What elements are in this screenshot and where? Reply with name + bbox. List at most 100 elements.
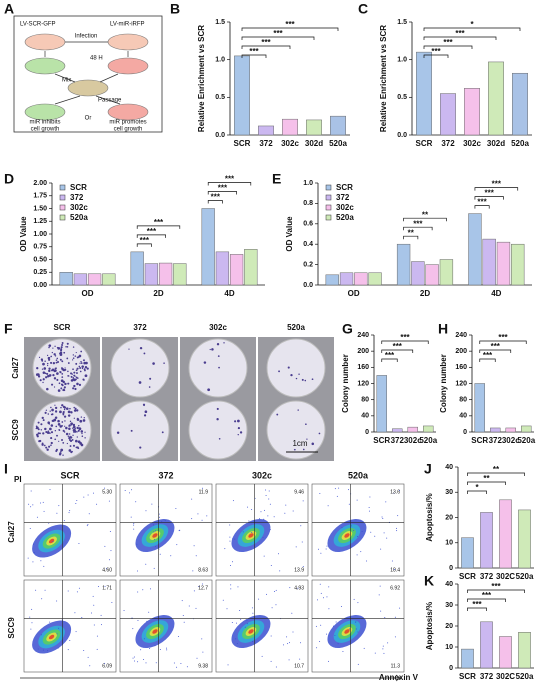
colony (39, 432, 41, 435)
bar (354, 272, 368, 286)
colony (53, 386, 56, 388)
event (132, 657, 134, 659)
y-tick-label: 240 (455, 332, 467, 339)
event-density (248, 629, 254, 634)
panel-letter: J (424, 461, 432, 477)
x-tick-label: 520a (329, 139, 347, 148)
significance-bracket (381, 340, 429, 344)
legend-label: 302c (336, 203, 354, 212)
legend-label: 302c (70, 203, 88, 212)
event (383, 652, 385, 654)
event (297, 587, 299, 589)
bar (499, 499, 512, 569)
y-tick-label: 1.50 (33, 205, 47, 212)
significance-bracket (381, 349, 414, 353)
significance-label: *** (472, 600, 482, 609)
quadrant-value: 13.6 (390, 489, 400, 495)
event (27, 557, 29, 559)
bar (423, 425, 434, 433)
colony (218, 437, 221, 440)
event (262, 536, 264, 538)
y-tick-label: 30 (445, 489, 453, 496)
event (111, 601, 113, 603)
axis-arrow (20, 674, 401, 682)
colony (54, 367, 57, 370)
event (333, 625, 335, 627)
event (63, 520, 65, 522)
event (289, 642, 291, 644)
x-tick-label: 520a (516, 572, 534, 581)
significance-bracket (403, 235, 419, 240)
event (42, 649, 44, 651)
event-density (344, 533, 350, 538)
y-tick-label: 1.0 (397, 57, 407, 64)
colony (66, 442, 69, 445)
column-header: SCR (60, 470, 80, 480)
event (317, 599, 319, 601)
event (300, 642, 302, 644)
event (133, 656, 135, 658)
y-axis-label: Apoptosis/% (425, 602, 434, 650)
colony (48, 369, 51, 373)
colony (59, 352, 61, 355)
event (319, 492, 321, 494)
plate (32, 400, 92, 460)
colony (73, 371, 76, 374)
x-tick-label: 302C (496, 672, 515, 681)
significance-label: *** (285, 20, 295, 29)
colony (63, 351, 66, 354)
y-axis-label: Relative Enrichment vs SCR (379, 25, 388, 132)
bar (392, 428, 403, 433)
y-tick-label: 200 (455, 348, 467, 355)
colony (45, 446, 48, 449)
event (130, 516, 132, 518)
colony (61, 439, 63, 442)
event (164, 520, 166, 522)
event (368, 510, 370, 512)
bar (505, 427, 516, 433)
event (145, 563, 147, 565)
colony (73, 409, 77, 412)
y-tick-label: 0.50 (33, 256, 47, 263)
colony (59, 358, 62, 361)
colony (76, 426, 79, 430)
event (68, 512, 70, 514)
event (246, 620, 248, 622)
event (234, 538, 236, 540)
x-tick-label: 302c (281, 139, 299, 148)
colony (52, 374, 55, 377)
colony (56, 372, 59, 375)
event (142, 589, 144, 591)
event (86, 525, 88, 527)
colony (53, 377, 57, 380)
colony (74, 355, 77, 357)
event (374, 652, 376, 654)
event (96, 635, 98, 637)
event (353, 598, 355, 600)
y-tick-label: 0.6 (303, 221, 313, 228)
colony (50, 441, 53, 445)
significance-label: *** (431, 47, 441, 56)
dish (107, 57, 149, 75)
event (159, 649, 161, 651)
colony (49, 410, 51, 412)
y-tick-label: 40 (361, 413, 369, 420)
panel-letter: E (272, 171, 281, 187)
event (202, 583, 204, 585)
significance-label: *** (225, 175, 235, 184)
event (90, 612, 92, 614)
colony (73, 406, 76, 409)
bar (496, 241, 511, 286)
colony (56, 378, 59, 381)
event (230, 588, 232, 590)
colony (73, 384, 76, 388)
bar (464, 88, 480, 136)
event (325, 548, 327, 550)
colony (47, 364, 49, 367)
y-tick-label: 20 (445, 514, 453, 521)
event (201, 519, 203, 521)
colony (60, 379, 64, 383)
colony (70, 422, 74, 426)
bar (416, 51, 432, 136)
colony (54, 410, 58, 413)
